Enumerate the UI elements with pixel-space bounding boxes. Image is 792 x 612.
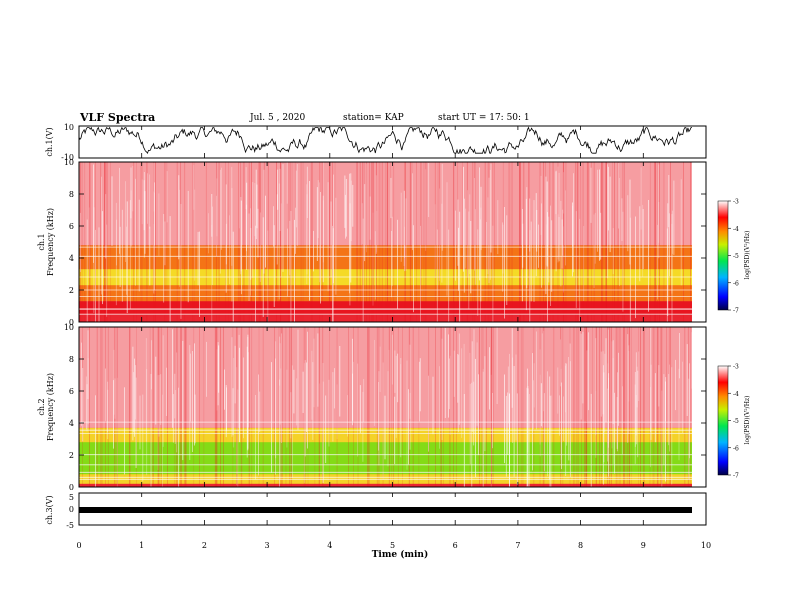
- ch3-waveform-ylabel: ch.3(V): [45, 495, 54, 524]
- freq-tick-label: 0: [69, 483, 74, 492]
- ch2-spectrogram-image: [79, 327, 693, 514]
- station-label: station= KAP: [343, 113, 404, 123]
- colorbar-tick-label: -3: [733, 199, 739, 206]
- colorbar-tick-label: -4: [733, 391, 739, 398]
- colorbar-tick-label: -6: [733, 280, 739, 287]
- date-label: Jul. 5 , 2020: [250, 113, 306, 123]
- ch3-ytick-mid: 0: [69, 505, 74, 514]
- ch1-waveform-panel: 10 -10 ch.1(V): [45, 123, 707, 162]
- freq-tick-label: 10: [64, 323, 74, 332]
- ch1-colorbar-label: log(PSD)(V²/Hz): [744, 231, 751, 280]
- time-axis-label: Time (min): [372, 549, 429, 560]
- ch1-spectrogram-channel: ch.1: [37, 233, 46, 250]
- ch1-colorbar: [717, 200, 729, 311]
- colorbar-tick-label: -5: [733, 418, 739, 425]
- ch2-colorbar-label: log(PSD)(V²/Hz): [744, 396, 751, 445]
- ch1-ytick-bottom: -10: [61, 153, 74, 162]
- chart-title: VLF Spectra: [80, 111, 156, 124]
- colorbar-tick-label: -4: [733, 226, 739, 233]
- colorbar-tick-label: -3: [733, 364, 739, 371]
- ch2-spectrogram-channel: ch.2: [37, 398, 46, 415]
- freq-tick-label: 8: [69, 355, 74, 364]
- colorbar-tick-label: -7: [733, 473, 739, 480]
- ch1-waveform-line: [78, 126, 692, 155]
- ch1-spectrogram-image: [79, 162, 692, 344]
- time-tick-label: 4: [327, 541, 332, 550]
- ch3-ytick-top: 5: [69, 493, 74, 502]
- freq-tick-label: 0: [69, 318, 74, 327]
- ch1-ytick-top: 10: [64, 123, 74, 132]
- freq-tick-label: 2: [69, 451, 74, 460]
- ch1-spectrogram-ylabel: Frequency (kHz): [46, 208, 55, 276]
- ch1-waveform-ylabel: ch.1(V): [45, 127, 54, 156]
- ch3-waveform-panel: 5 0 -5 ch.3(V): [45, 492, 707, 530]
- ch2-colorbar: [717, 365, 729, 476]
- time-tick-label: 3: [265, 541, 270, 550]
- time-tick-label: 1: [139, 541, 144, 550]
- freq-tick-label: 6: [69, 387, 74, 396]
- freq-tick-label: 2: [69, 286, 74, 295]
- time-tick-label: 10: [701, 541, 711, 550]
- freq-tick-label: 4: [69, 254, 74, 263]
- time-tick-label: 7: [515, 541, 520, 550]
- time-tick-label: 9: [641, 541, 646, 550]
- freq-tick-label: 4: [69, 419, 74, 428]
- time-tick-label: 8: [578, 541, 583, 550]
- colorbar-tick-label: -5: [733, 253, 739, 260]
- ch2-spectrogram-ylabel: Frequency (kHz): [46, 373, 55, 441]
- freq-tick-label: 8: [69, 190, 74, 199]
- freq-tick-label: 6: [69, 222, 74, 231]
- colorbar-tick-label: -6: [733, 445, 739, 452]
- time-tick-label: 2: [202, 541, 207, 550]
- ch3-ytick-bottom: -5: [66, 521, 74, 530]
- time-tick-label: 5: [390, 541, 395, 550]
- time-tick-label: 0: [76, 541, 81, 550]
- time-tick-label: 6: [453, 541, 458, 550]
- ch3-waveform-band: [79, 507, 692, 513]
- freq-tick-label: 10: [64, 158, 74, 167]
- colorbar-tick-label: -7: [733, 308, 739, 315]
- start-time-label: start UT = 17: 50: 1: [438, 113, 530, 123]
- time-axis: 0 1 2 3 4 5 6 7 8 9 10: [76, 126, 711, 550]
